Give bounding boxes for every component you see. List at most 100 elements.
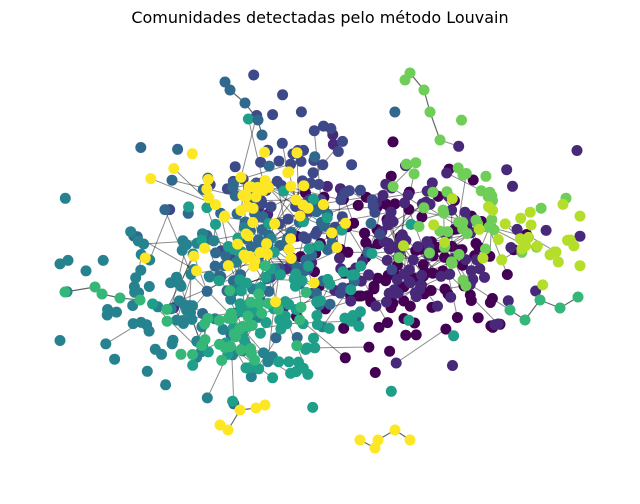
graph-node [403,314,415,326]
graph-node [217,324,229,335]
graph-node [416,211,428,223]
graph-node [269,218,281,230]
graph-node [143,281,155,292]
graph-node [175,348,187,360]
graph-node [224,84,236,96]
graph-node [232,238,244,250]
graph-node [382,317,393,329]
graph-node [263,160,275,172]
graph-edge [149,209,171,261]
node-layer [54,67,586,454]
graph-node [334,252,345,264]
graph-node [550,246,562,258]
graph-node [501,164,513,176]
graph-node [531,240,543,252]
graph-node [514,233,526,245]
graph-node [339,352,351,364]
graph-node [183,201,195,213]
graph-node [309,342,321,354]
graph-edge [274,185,305,225]
graph-node [362,290,374,302]
graph-node [407,254,419,266]
graph-node [259,260,271,272]
graph-node [385,170,397,182]
graph-node [263,285,275,297]
graph-node [176,244,188,256]
graph-node [238,334,250,346]
graph-edge [240,115,258,178]
graph-node [252,114,264,126]
graph-node [259,175,271,187]
graph-node [354,306,366,318]
graph-node [143,325,155,337]
graph-node [283,356,295,368]
graph-node [213,315,225,326]
graph-node [524,206,536,218]
graph-node [175,280,187,292]
graph-node [424,247,435,259]
graph-node [399,197,410,209]
graph-node [285,233,297,245]
graph-node [574,230,586,242]
graph-node [62,254,74,266]
graph-node [370,300,382,312]
graph-edge [424,232,472,273]
graph-node [254,327,266,339]
graph-node [228,178,239,190]
graph-node [161,303,173,315]
graph-node [400,329,412,341]
graph-node [100,338,112,350]
graph-node [295,106,307,118]
graph-node [353,320,365,332]
graph-node [432,300,443,312]
graph-node [321,180,333,192]
graph-node [537,279,549,291]
graph-node [398,295,410,307]
graph-node [171,271,182,283]
graph-node [141,365,153,377]
graph-node [285,252,297,264]
graph-node [427,267,439,279]
graph-node [313,240,325,252]
graph-node [294,210,306,222]
graph-node [235,171,247,183]
graph-node [135,142,147,153]
graph-node [457,169,469,181]
graph-node [114,292,126,304]
graph-node [253,298,265,310]
graph-node [229,161,241,173]
graph-node [168,163,180,174]
graph-node [389,106,401,118]
graph-node [290,268,302,280]
graph-node [480,170,492,182]
graph-node [307,167,319,179]
graph-node [435,270,447,282]
graph-node [337,266,349,278]
graph-node [445,291,457,303]
graph-node [338,322,350,334]
graph-node [216,354,228,366]
graph-edge [261,199,297,202]
graph-node [502,295,514,307]
graph-node [270,332,282,344]
graph-node [354,434,366,446]
graph-node [459,206,471,218]
graph-node [385,385,397,397]
graph-node [201,202,213,214]
graph-node [248,69,260,81]
graph-node [187,349,198,360]
graph-node [383,243,395,255]
graph-node [203,192,215,204]
graph-node [331,242,343,253]
graph-node [410,157,422,169]
graph-node [473,223,485,235]
graph-node [438,207,450,219]
graph-node [308,277,320,289]
graph-node [225,341,236,352]
graph-node [492,234,504,245]
graph-node [326,227,338,239]
graph-node [572,291,584,303]
graph-node [439,236,451,248]
